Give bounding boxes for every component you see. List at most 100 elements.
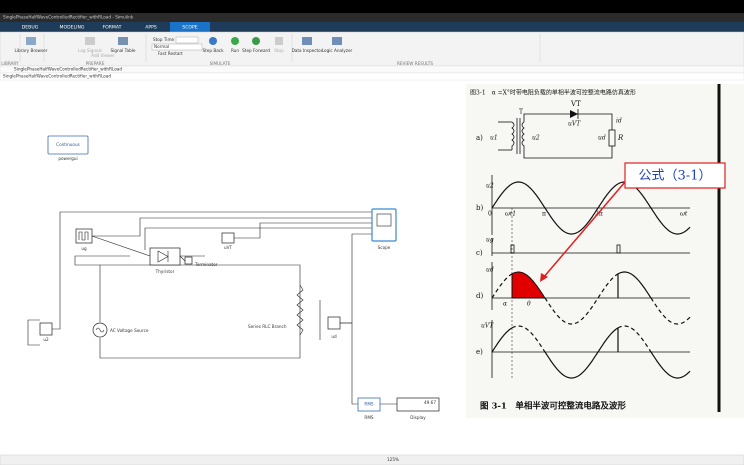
top-bar	[0, 0, 744, 13]
ribbon-section: PREPARE	[86, 61, 105, 66]
block-label: RMS	[364, 415, 374, 420]
breadcrumb[interactable]: SinglePhaseHalfWaveControlledRectifier_w…	[14, 67, 122, 72]
circuit-label: T	[519, 109, 523, 116]
ribbon-icons	[19, 34, 541, 62]
block-label: powergui	[58, 156, 77, 161]
rms-block[interactable]	[357, 397, 381, 412]
block-label: AC Voltage Source	[110, 328, 149, 333]
fast-restart[interactable]: Fast Restart	[158, 51, 183, 56]
display-block[interactable]	[396, 397, 440, 412]
circuit-label: ud	[598, 135, 606, 142]
wave-label: ug	[486, 237, 494, 244]
block-label: ug	[81, 246, 87, 251]
wave-label: θ	[527, 301, 531, 308]
wave-label: ωt	[680, 211, 688, 218]
ribbon-section: REVIEW RESULTS	[397, 61, 433, 66]
panel-label: e)	[476, 348, 483, 356]
title-bar	[0, 13, 744, 22]
waveform	[617, 271, 652, 299]
ribbon-button[interactable]: Signal Table	[110, 48, 135, 53]
model-path[interactable]: SinglePhaseHalfWaveControlledRectifier_w…	[3, 74, 111, 79]
wave-label: u2	[486, 183, 494, 190]
ribbon-section: SIMULATE	[210, 61, 231, 66]
ribbon-button[interactable]: Library Browser	[15, 48, 48, 53]
panel-label: b)	[476, 204, 483, 212]
block-label: Display	[410, 415, 426, 420]
window-title: SinglePhaseHalfWaveControlledRectifier_w…	[3, 15, 134, 20]
zoom-level: 125%	[387, 457, 399, 462]
ac-source-icon	[95, 327, 105, 333]
thyristor-icon	[157, 250, 169, 263]
terminator-block[interactable]	[184, 256, 193, 265]
path-bar	[0, 72, 744, 81]
block-text: Continuous	[56, 142, 80, 147]
wires	[27, 211, 397, 405]
tab[interactable]: MODELING	[60, 25, 85, 31]
waveform	[617, 325, 652, 353]
conduction-area	[511, 271, 546, 299]
wave-label: 0	[488, 211, 492, 218]
panel-label: a)	[476, 134, 483, 142]
ribbon-button[interactable]: Step Forward	[242, 48, 270, 53]
waveform	[491, 327, 513, 353]
figure-caption: 图3-1 α =X°时带电阻负载的单相半波可控整流电路仿真波形	[470, 89, 636, 97]
stop-time-label: Stop Time	[153, 37, 175, 42]
figure-caption: 图 3-1 单相半波可控整流电路及波形	[480, 401, 626, 412]
ribbon-button[interactable]: Logic Analyzer	[322, 48, 353, 53]
wave-label: 2π	[595, 211, 603, 218]
display-value: 49.67	[424, 400, 436, 405]
pulse-icon	[78, 231, 89, 241]
pulse-block[interactable]	[75, 228, 93, 244]
tab[interactable]: DEBUG	[22, 25, 39, 31]
callout-arrow	[542, 181, 626, 279]
circuit-label: id	[616, 118, 622, 125]
measurement-block[interactable]	[327, 316, 341, 330]
powergui-block[interactable]	[47, 135, 89, 155]
wave-axes	[491, 175, 690, 380]
block-label: uVT	[224, 245, 233, 250]
ribbon-button[interactable]: Step Back	[202, 48, 224, 53]
wave-label: α	[503, 301, 507, 308]
waveforms	[491, 181, 691, 379]
circuit-label: VT	[570, 100, 581, 108]
sim-mode[interactable]: Normal	[154, 44, 169, 49]
waveform	[650, 351, 691, 379]
formula-box	[624, 162, 726, 189]
wave-label: uVT	[481, 323, 494, 330]
waveform	[491, 181, 691, 235]
measurement-block[interactable]	[39, 322, 53, 336]
ribbon-button[interactable]: Run	[231, 48, 239, 53]
block-label: Terminator	[194, 262, 218, 267]
scope-icon	[376, 213, 392, 227]
ribbon-button[interactable]: Log Signals	[78, 48, 102, 53]
callout-arrowhead	[540, 273, 548, 282]
formula-note: 公式（3-1）	[639, 169, 712, 184]
tab-bar	[0, 22, 744, 32]
block-label: Series RLC Branch	[248, 324, 287, 329]
waveform	[544, 273, 619, 325]
wave-label: ωt1	[505, 211, 516, 218]
active-tab-bg	[170, 22, 210, 32]
waveform	[650, 297, 691, 325]
block-label: ud	[331, 334, 337, 339]
circuit-label: u2	[532, 135, 540, 142]
measurement-block[interactable]	[221, 232, 235, 244]
circuit-label: R	[617, 134, 624, 142]
ribbon-button[interactable]: Stop	[274, 48, 284, 53]
waveform	[491, 273, 513, 299]
tab[interactable]: SCOPE	[182, 25, 198, 31]
tab[interactable]: FORMAT	[102, 25, 121, 31]
status-bar	[0, 454, 744, 465]
ribbon-button[interactable]: Data Inspector	[292, 48, 323, 53]
waveform	[544, 327, 619, 379]
wave-label: ud	[486, 267, 494, 274]
ribbon-section: LIBRARY	[1, 61, 19, 66]
tab[interactable]: APPS	[145, 25, 157, 31]
ribbon-button[interactable]: Add Viewer	[91, 53, 115, 58]
block-label: Scope	[378, 245, 391, 250]
panel-label: d)	[476, 292, 483, 300]
waveform	[511, 325, 546, 353]
block-label: Thyristor	[155, 269, 175, 274]
block-text: RMS	[364, 402, 374, 407]
